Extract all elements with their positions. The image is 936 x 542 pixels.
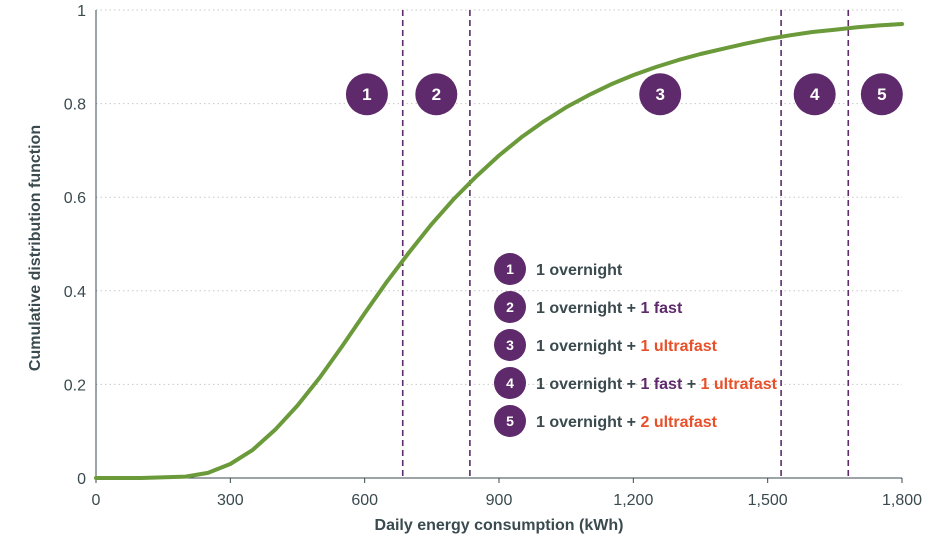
zone-badge-label: 4 [810, 85, 820, 104]
y-tick-label: 0.8 [64, 97, 86, 114]
legend-badge-label: 3 [506, 337, 514, 353]
legend-item: 4 1 overnight + 1 fast + 1 ultrafast [494, 367, 778, 399]
legend-label: 1 overnight + 1 ultrafast [536, 338, 718, 355]
legend-badge-label: 2 [506, 299, 514, 315]
legend-label-part: 1 overnight + [536, 338, 640, 355]
zone-badge-label: 2 [432, 85, 441, 104]
zone-badges: 1 2 3 4 5 [345, 73, 903, 116]
legend-label: 1 overnight + 1 fast [536, 300, 683, 317]
threshold-lines [401, 10, 850, 478]
zone-badge-circle [793, 73, 836, 116]
zone-badge: 1 [345, 73, 388, 116]
legend-badge-label: 5 [506, 413, 514, 429]
legend-label: 1 overnight + 2 ultrafast [536, 414, 718, 431]
x-tick-label: 900 [486, 492, 513, 509]
y-tick-label: 0 [77, 471, 86, 488]
series-layer [94, 22, 904, 480]
zone-badge-circle [860, 73, 903, 116]
x-axis-title: Daily energy consumption (kWh) [375, 517, 624, 534]
legend-label-part: 1 overnight + [536, 300, 640, 317]
y-tick-label: 0.4 [64, 284, 86, 301]
legend-label: 1 overnight [536, 262, 623, 279]
legend-badge [494, 291, 526, 323]
legend-label-part: 1 ultrafast [701, 376, 778, 393]
legend-label-part: 1 overnight + [536, 376, 640, 393]
legend-badge [494, 405, 526, 437]
zone-badge-circle [415, 73, 458, 116]
y-axis-title: Cumulative distribution function [27, 125, 44, 371]
legend-badge-label: 1 [506, 261, 514, 277]
zone-badge: 3 [639, 73, 682, 116]
x-tick-label: 0 [92, 492, 101, 509]
legend: 1 1 overnight 2 1 overnight + 1 fast 3 1 over… [494, 253, 778, 437]
zone-badge: 4 [793, 73, 836, 116]
x-tick-label: 600 [351, 492, 378, 509]
zone-badge: 5 [860, 73, 903, 116]
zone-badge-circle [345, 73, 388, 116]
legend-label-part: 1 ultrafast [640, 338, 717, 355]
legend-label-part: 2 ultrafast [640, 414, 717, 431]
x-tick-label: 1,500 [748, 492, 788, 509]
zone-badge-label: 1 [362, 85, 371, 104]
legend-label: 1 overnight + 1 fast + 1 ultrafast [536, 376, 778, 393]
zone-badge: 2 [415, 73, 458, 116]
x-tick-label: 1,800 [882, 492, 922, 509]
legend-badge [494, 367, 526, 399]
axes: 0 0.2 0.4 0.6 0.8 1 0 300 600 900 1,200 1,500 1,800 [64, 3, 922, 509]
y-tick-label: 0.2 [64, 377, 86, 394]
y-tick-label: 0.6 [64, 190, 86, 207]
legend-item: 5 1 overnight + 2 ultrafast [494, 405, 718, 437]
y-tick-label: 1 [77, 3, 86, 20]
legend-label-part: 1 fast [640, 376, 682, 393]
legend-item: 3 1 overnight + 1 ultrafast [494, 329, 718, 361]
legend-label-part: + [682, 376, 700, 393]
gridlines [96, 9, 902, 385]
zone-badge-label: 5 [877, 85, 886, 104]
legend-label-part: 1 overnight [536, 262, 623, 279]
cdf-line [94, 22, 904, 480]
zone-badge-label: 3 [655, 85, 664, 104]
x-tick-label: 300 [217, 492, 244, 509]
legend-item: 2 1 overnight + 1 fast [494, 291, 683, 323]
legend-item: 1 1 overnight [494, 253, 623, 285]
zone-badge-circle [639, 73, 682, 116]
legend-badge [494, 253, 526, 285]
x-tick-label: 1,200 [613, 492, 653, 509]
legend-label-part: 1 overnight + [536, 414, 640, 431]
legend-label-part: 1 fast [640, 300, 682, 317]
legend-badge [494, 329, 526, 361]
legend-badge-label: 4 [506, 375, 514, 391]
